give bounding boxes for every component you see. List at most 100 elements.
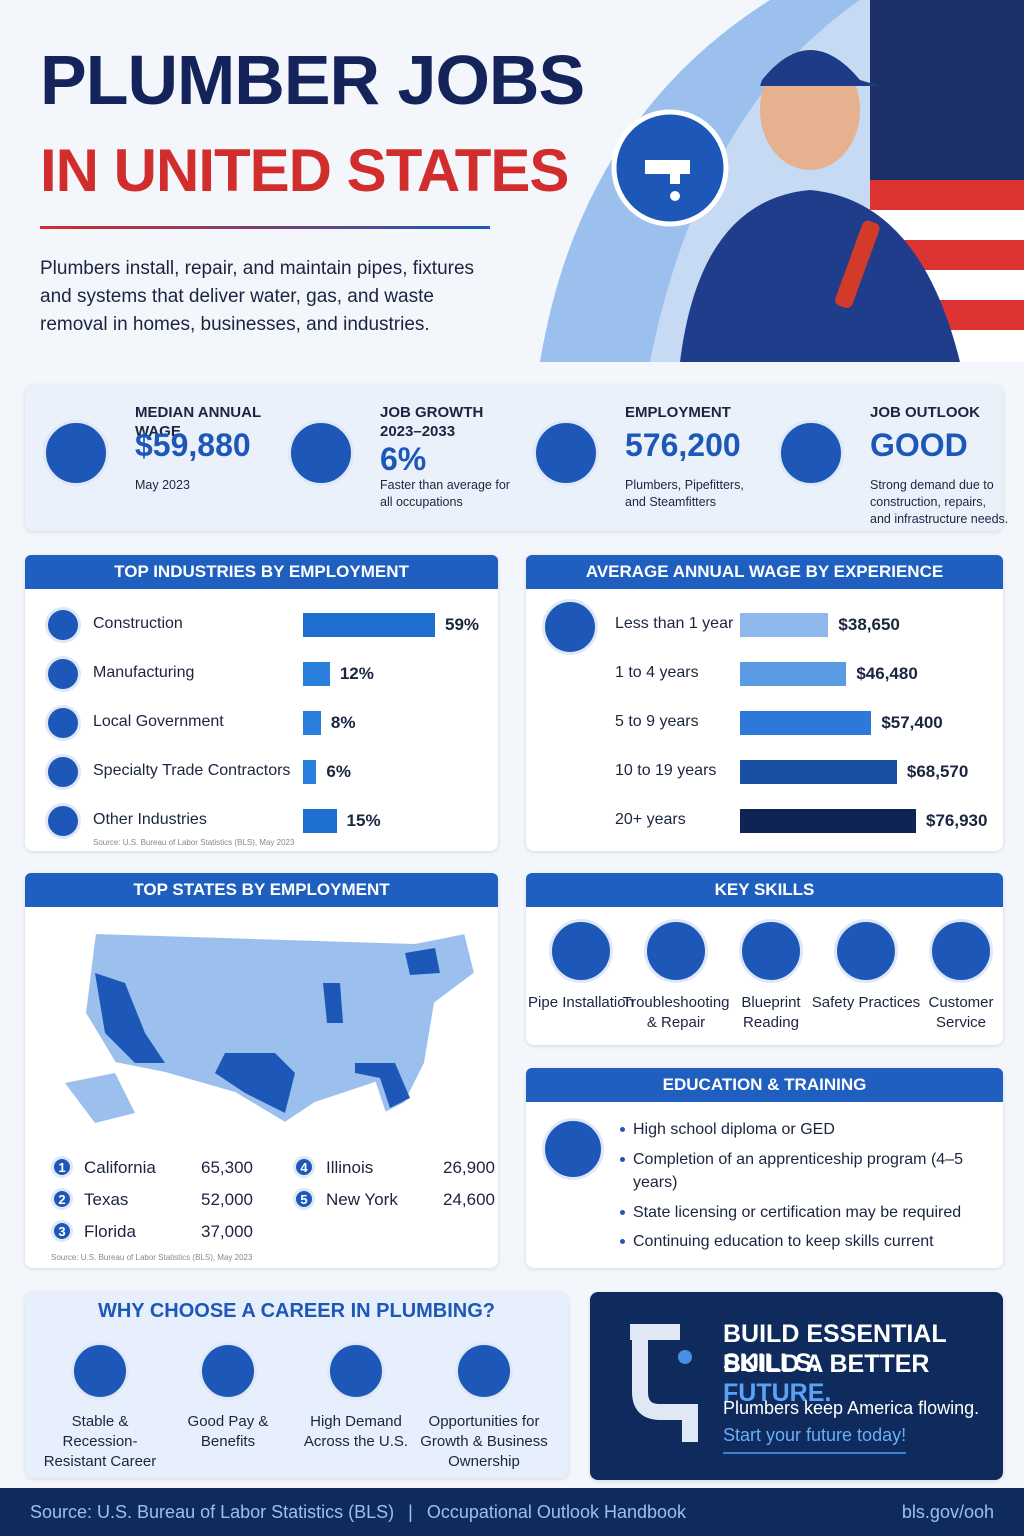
- rank-badge: 4: [293, 1156, 315, 1178]
- state-name: California: [84, 1158, 156, 1177]
- bar: [740, 809, 916, 833]
- state-employment: 65,300: [201, 1158, 253, 1177]
- bar-label: Specialty Trade Contractors: [93, 762, 291, 779]
- why-label: Good Pay & Benefits: [187, 1413, 269, 1450]
- footer-handbook: Occupational Outlook Handbook: [426, 1501, 687, 1522]
- skill-icon: [549, 919, 613, 983]
- education-item: High school diploma or GED: [633, 1121, 835, 1138]
- bar-label: 20+ years: [615, 811, 686, 828]
- stat-label: JOB OUTLOOK: [870, 404, 981, 421]
- skill-icon: [929, 919, 993, 983]
- stat-value: 6%: [380, 441, 427, 477]
- state-employment: 24,600: [443, 1190, 495, 1209]
- bar: [303, 613, 435, 637]
- panel-title: TOP INDUSTRIES BY EMPLOYMENT: [25, 555, 498, 589]
- cta-line2: BUILD A BETTER FUTURE.: [723, 1350, 1003, 1408]
- wages-panel: AVERAGE ANNUAL WAGE BY EXPERIENCE Less th…: [526, 555, 1003, 851]
- industries-panel: TOP INDUSTRIES BY EMPLOYMENT Construction…: [25, 555, 498, 851]
- bar-label: Manufacturing: [93, 664, 195, 681]
- stat-label: JOB GROWTH 2023–2033: [380, 404, 484, 440]
- state-employment: 52,000: [201, 1190, 253, 1209]
- source: Source: U.S. Bureau of Labor Statistics …: [51, 1253, 253, 1262]
- why-label: Opportunities for Growth & Business Owne…: [420, 1413, 548, 1470]
- why-label: Stable & Recession-Resistant Career: [43, 1413, 157, 1470]
- panel-title: EDUCATION & TRAINING: [526, 1068, 1003, 1102]
- source: Source: U.S. Bureau of Labor Statistics …: [93, 838, 295, 847]
- divider: [40, 226, 490, 229]
- footer-link[interactable]: bls.gov/ooh: [901, 1501, 994, 1522]
- industry-icon: [45, 656, 81, 692]
- value-label: 6%: [326, 762, 351, 781]
- value-label: 8%: [330, 713, 356, 732]
- bullet: [620, 1210, 625, 1215]
- why-title: WHY CHOOSE A CAREER IN PLUMBING?: [97, 1300, 496, 1322]
- hero-art: [540, 0, 1024, 362]
- state-employment: 37,000: [201, 1222, 253, 1241]
- bullet: [620, 1239, 625, 1244]
- cta-line2-text: BUILD A BETTER: [723, 1350, 930, 1378]
- pipe-art: [630, 1324, 698, 1442]
- bullet: [620, 1157, 625, 1162]
- bar: [303, 809, 337, 833]
- bar-label: 5 to 9 years: [615, 713, 699, 730]
- industry-icon: [45, 607, 81, 643]
- cta-line1: BUILD ESSENTIAL SKILLS.: [723, 1320, 947, 1377]
- education-icon: [542, 1118, 604, 1180]
- cta-accent: FUTURE.: [723, 1379, 832, 1407]
- value-label: $38,650: [838, 615, 900, 634]
- stat-value: GOOD: [870, 427, 968, 463]
- why-icon: [455, 1342, 513, 1400]
- why-panel: WHY CHOOSE A CAREER IN PLUMBING? Stable &…: [25, 1292, 568, 1478]
- rank-badge: 3: [51, 1220, 73, 1242]
- stat-icon: [533, 420, 599, 486]
- why-icon: [199, 1342, 257, 1400]
- skill-label: Pipe Installation: [528, 994, 634, 1011]
- description: Plumbers install, repair, and maintain p…: [40, 258, 475, 335]
- bar: [740, 613, 829, 637]
- bar: [740, 662, 847, 686]
- industry-icon: [45, 754, 81, 790]
- bar: [303, 711, 321, 735]
- bar-label: Less than 1 year: [615, 615, 734, 632]
- value-label: $57,400: [881, 713, 943, 732]
- rank-badge: 5: [293, 1188, 315, 1210]
- us-map: [65, 931, 475, 1125]
- cta-link[interactable]: Start your future today!: [723, 1425, 907, 1454]
- title-line2: IN UNITED STATES: [40, 137, 569, 204]
- stat-icon: [778, 420, 844, 486]
- value-label: $76,930: [926, 811, 988, 830]
- rank-badge: 2: [51, 1188, 73, 1210]
- stat-label: EMPLOYMENT: [625, 404, 731, 421]
- education-item: Continuing education to keep skills curr…: [633, 1233, 934, 1250]
- value-label: 15%: [346, 811, 381, 830]
- skill-label: Troubleshooting & Repair: [622, 994, 730, 1031]
- value-label: $68,570: [906, 762, 969, 781]
- industry-icon: [45, 705, 81, 741]
- stat-label: MEDIAN ANNUAL WAGE: [135, 404, 261, 440]
- title-line1: PLUMBER JOBS: [40, 41, 585, 119]
- stat-icon: [288, 420, 354, 486]
- stats-panel: MEDIAN ANNUAL WAGE $59,880 May 2023 JOB GRO…: [25, 385, 1008, 531]
- stat-icon: [43, 420, 109, 486]
- bar: [740, 711, 872, 735]
- stat-value: 576,200: [625, 427, 741, 463]
- skill-icon: [644, 919, 708, 983]
- skills-panel: KEY SKILLS Pipe Installation Troubleshooti…: [526, 873, 1003, 1045]
- money-icon: [542, 599, 598, 655]
- education-item: Completion of an apprenticeship program …: [633, 1151, 963, 1191]
- bar-label: 1 to 4 years: [615, 664, 699, 681]
- bar: [740, 760, 897, 784]
- stat-note: Strong demand due to construction, repai…: [870, 478, 1009, 526]
- skill-label: Blueprint Reading: [741, 994, 801, 1031]
- value-label: 59%: [445, 615, 480, 634]
- education-panel: EDUCATION & TRAINING High school diploma …: [526, 1068, 1003, 1268]
- panel-title: KEY SKILLS: [526, 873, 1003, 907]
- panel-title: AVERAGE ANNUAL WAGE BY EXPERIENCE: [526, 555, 1003, 589]
- bar-label: Construction: [93, 615, 183, 632]
- state-name: Illinois: [326, 1158, 374, 1177]
- bar-label: Other Industries: [93, 811, 207, 828]
- skill-icon: [834, 919, 898, 983]
- stat-note: Plumbers, Pipefitters, and Steamfitters: [625, 478, 744, 509]
- skill-label: Customer Service: [928, 994, 994, 1031]
